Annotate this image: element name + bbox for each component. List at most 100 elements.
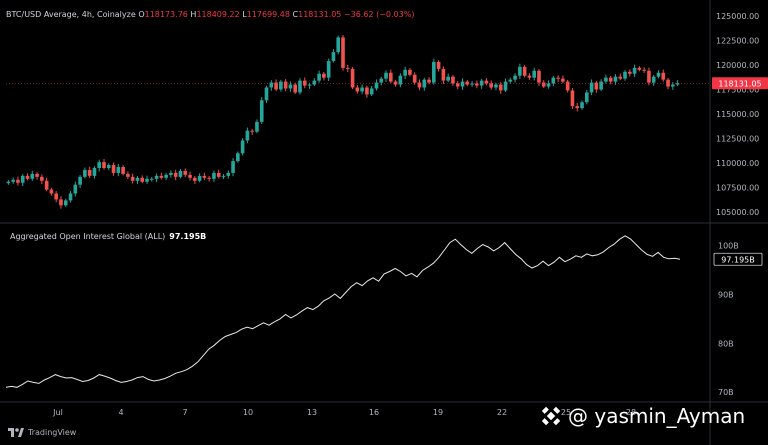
change-value: −36.62 (−0.03%) <box>343 10 415 19</box>
candle-body <box>460 81 465 87</box>
close-value: 118131.05 <box>298 10 342 19</box>
candle-body <box>479 80 484 86</box>
candle-body <box>522 66 527 76</box>
candle-body <box>518 66 522 76</box>
price-tick-label: 115000.00 <box>716 110 759 119</box>
candle-body <box>264 87 269 101</box>
candle-body <box>216 172 221 177</box>
candle-body <box>20 175 25 183</box>
candle-body <box>54 193 59 200</box>
candle-body <box>503 81 508 91</box>
candle-body <box>159 175 164 178</box>
candle-body <box>417 82 422 88</box>
binance-logo-icon <box>541 406 561 426</box>
candle-body <box>106 165 111 168</box>
candle-body <box>97 162 102 168</box>
symbol-label: BTC/USD Average, 4h, Coinalyze <box>6 10 136 19</box>
candle-body <box>78 176 82 185</box>
candle-body <box>288 84 293 89</box>
tradingview-brand[interactable]: TradingView <box>8 428 76 437</box>
candle-body <box>441 68 446 81</box>
candle-body <box>192 177 197 181</box>
candle-body <box>111 165 116 173</box>
candle-body <box>25 175 30 179</box>
candle-body <box>183 170 188 175</box>
candle-body <box>570 90 575 107</box>
candle-body <box>455 83 460 87</box>
candle-body <box>16 179 20 183</box>
oi-layer <box>5 235 681 388</box>
candle-body <box>87 169 92 176</box>
candle-body <box>63 200 68 206</box>
time-tick-label: 7 <box>182 408 187 417</box>
candle-body <box>393 81 398 85</box>
time-tick-label: 25 <box>561 408 571 417</box>
candle-body <box>11 179 15 182</box>
candle-body <box>30 173 35 179</box>
candle-body <box>537 70 541 83</box>
candle-body <box>642 69 646 71</box>
last-price-badge <box>712 77 768 90</box>
time-tick-label: 4 <box>118 408 123 417</box>
time-tick-label: 22 <box>497 408 507 417</box>
candle-body <box>498 84 503 91</box>
candle-body <box>508 79 513 82</box>
watermark-text: @ yasmin_Ayman <box>568 404 746 428</box>
candle-body <box>527 75 532 78</box>
oi-legend: Aggregated Open Interest Global (ALL) 97.… <box>10 232 206 241</box>
oi-value: 97.195B <box>169 232 207 241</box>
candle-body <box>73 184 78 194</box>
candle-body <box>293 84 298 93</box>
candle-body <box>671 84 675 87</box>
oi-tick-label: 80B <box>718 339 734 348</box>
candle-body <box>298 80 302 93</box>
time-tick-label: Jul <box>52 408 63 417</box>
candle-body <box>116 167 121 173</box>
open-value: 118173.76 <box>144 10 188 19</box>
candle-body <box>365 87 369 95</box>
candle-body <box>451 76 455 84</box>
candle-body <box>604 77 608 82</box>
candle-body <box>68 193 73 201</box>
candle-body <box>432 61 436 83</box>
candle-body <box>221 175 226 177</box>
candle-body <box>398 75 403 85</box>
candle-body <box>666 79 670 87</box>
candle-body <box>384 72 388 79</box>
candle-body <box>589 82 594 93</box>
candle-body <box>245 130 250 141</box>
candle-body <box>355 87 360 92</box>
candles-layer <box>6 34 710 209</box>
price-tick-label: 117500.00 <box>716 85 759 94</box>
candle-body <box>470 83 474 85</box>
candle-body <box>561 78 565 82</box>
candle-body <box>326 60 331 78</box>
candle-body <box>207 177 211 179</box>
candle-body <box>613 76 618 82</box>
watermark: @ yasmin_Ayman <box>540 404 745 428</box>
candle-body <box>446 76 450 81</box>
time-tick-label: 13 <box>307 408 317 417</box>
price-tick-label: 120000.00 <box>716 61 759 70</box>
candle-body <box>279 81 283 90</box>
oi-last-badge <box>713 252 763 266</box>
axis-layer: 125000.00 122500.00 120000.00 117500.00 1150… <box>52 12 768 417</box>
candle-body <box>149 178 154 180</box>
time-tick-label: 10 <box>243 408 253 417</box>
candle-body <box>102 162 106 168</box>
candle-body <box>513 75 517 80</box>
candle-body <box>374 82 379 89</box>
candle-body <box>35 173 39 177</box>
candle-body <box>388 72 393 82</box>
candle-body <box>556 77 560 79</box>
candle-body <box>608 77 613 82</box>
candle-body <box>403 69 407 76</box>
candle-body <box>360 87 364 92</box>
candle-body <box>197 175 202 181</box>
candle-body <box>489 83 494 88</box>
oi-tick-label: 100B <box>718 242 739 251</box>
open-label: O <box>138 10 145 19</box>
candle-body <box>632 67 637 74</box>
